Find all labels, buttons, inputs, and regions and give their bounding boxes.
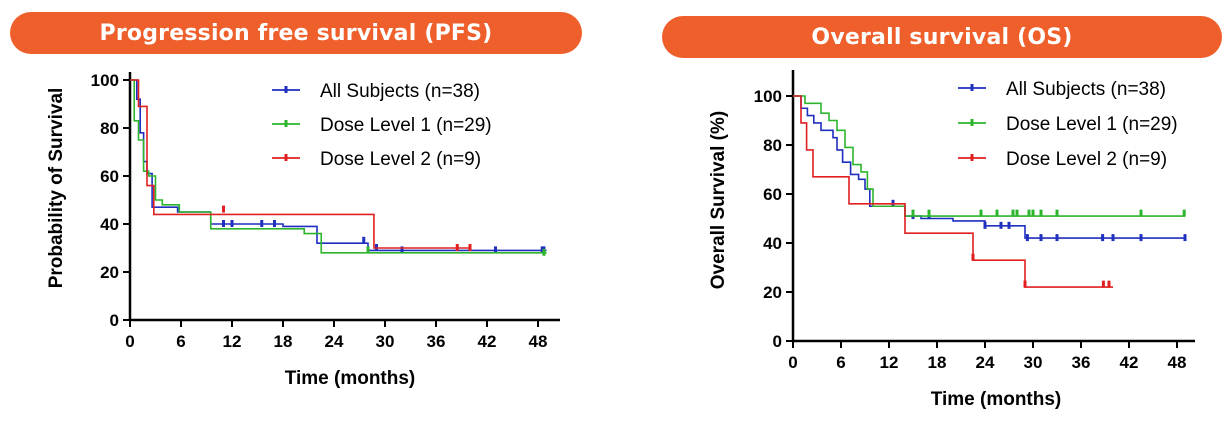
pfs-legend-label: All Subjects (n=38) [320, 81, 480, 102]
os-x-axis-title: Time (months) [931, 389, 1062, 410]
os-legend-label: All Subjects (n=38) [1006, 79, 1166, 100]
pfs-series-line-2 [130, 79, 470, 249]
pfs-x-tick-label: 24 [325, 332, 344, 351]
os-y-tick-label: 60 [763, 185, 782, 204]
pfs-series-line-1 [130, 79, 547, 254]
os-y-tick-label: 100 [754, 87, 782, 106]
pfs-x-tick-label: 0 [125, 332, 134, 351]
pfs-x-tick-label: 36 [427, 332, 446, 351]
os-title: Overall survival (OS) [811, 24, 1073, 50]
pfs-x-tick-label: 18 [274, 332, 293, 351]
os-y-axis-title: Overall Survival (%) [708, 111, 729, 289]
pfs-y-tick-label: 20 [100, 263, 119, 282]
pfs-y-tick-label: 0 [110, 311, 119, 330]
pfs-y-tick-label: 40 [100, 215, 119, 234]
pfs-y-tick-label: 60 [100, 167, 119, 186]
os-x-tick-label: 48 [1168, 353, 1187, 372]
os-x-tick-label: 30 [1024, 353, 1043, 372]
pfs-legend-label: Dose Level 1 (n=29) [320, 115, 492, 136]
pfs-x-axis-title: Time (months) [285, 368, 416, 389]
os-x-tick-label: 18 [928, 353, 947, 372]
os-x-tick-label: 42 [1120, 353, 1139, 372]
pfs-legend-label: Dose Level 2 (n=9) [320, 149, 481, 170]
os-x-tick-label: 36 [1072, 353, 1091, 372]
os-series-line-1 [793, 95, 1185, 217]
pfs-x-tick-label: 42 [478, 332, 497, 351]
pfs-y-tick-label: 80 [100, 119, 119, 138]
pfs-title: Progression free survival (PFS) [99, 20, 493, 46]
os-y-tick-label: 20 [763, 283, 782, 302]
pfs-x-tick-label: 48 [529, 332, 548, 351]
pfs-x-tick-label: 30 [376, 332, 395, 351]
os-x-tick-label: 6 [836, 353, 845, 372]
os-series-line-2 [793, 95, 1113, 288]
os-x-tick-label: 0 [788, 353, 797, 372]
os-y-tick-label: 40 [763, 234, 782, 253]
pfs-y-tick-label: 100 [91, 71, 119, 90]
os-x-tick-label: 24 [976, 353, 995, 372]
pfs-title-banner: Progression free survival (PFS) [10, 12, 582, 54]
os-legend-label: Dose Level 1 (n=29) [1006, 114, 1178, 135]
os-series-line-0 [793, 95, 1185, 239]
pfs-y-axis-title: Probability of Survival [46, 88, 67, 289]
pfs-x-tick-label: 6 [176, 332, 185, 351]
pfs-series-line-0 [130, 79, 547, 252]
os-x-tick-label: 12 [880, 353, 899, 372]
os-y-tick-label: 0 [773, 332, 782, 351]
os-title-banner: Overall survival (OS) [662, 16, 1222, 58]
os-legend-label: Dose Level 2 (n=9) [1006, 149, 1167, 170]
os-y-tick-label: 80 [763, 136, 782, 155]
pfs-x-tick-label: 12 [223, 332, 242, 351]
